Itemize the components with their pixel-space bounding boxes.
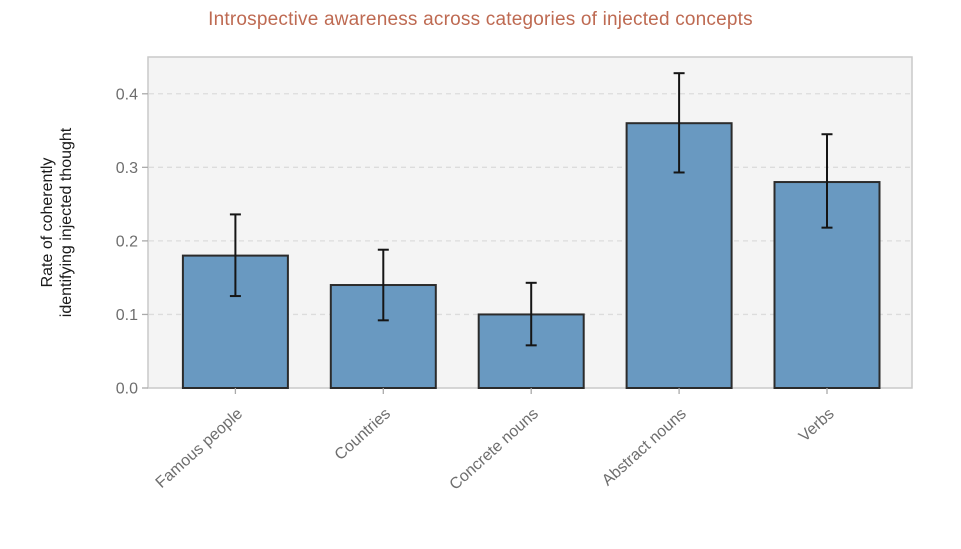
y-axis-label-line-1: Rate of coherently: [39, 158, 56, 288]
x-tick-label-countries: Countries: [332, 405, 394, 463]
y-axis-label: Rate of coherently identifying injected t…: [39, 127, 75, 317]
x-tick-label-abstract-nouns: Abstract nouns: [599, 405, 690, 489]
x-tick-label-famous-people: Famous people: [153, 405, 246, 491]
y-tick-label-0.2: 0.2: [116, 233, 138, 250]
y-tick-label-0.1: 0.1: [116, 307, 138, 324]
y-tick-label-0.3: 0.3: [116, 160, 138, 177]
y-tick-label-0.0: 0.0: [116, 381, 138, 398]
y-tick-label-0.4: 0.4: [116, 86, 138, 103]
y-axis-label-line-2: identifying injected thought: [58, 127, 75, 317]
x-tick-label-concrete-nouns: Concrete nouns: [447, 405, 542, 493]
x-tick-label-verbs: Verbs: [796, 405, 838, 445]
chart-title: Introspective awareness across categorie…: [208, 9, 753, 30]
